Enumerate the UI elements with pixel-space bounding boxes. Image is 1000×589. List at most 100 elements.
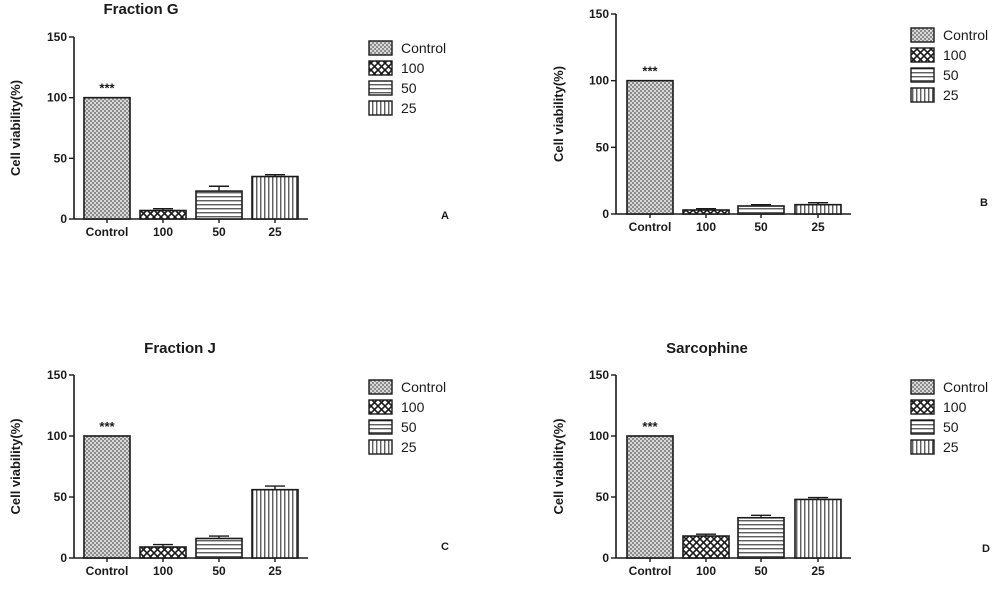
legend-swatch-50 — [368, 419, 393, 435]
legend-label: 25 — [943, 439, 959, 455]
y-tick-label: 100 — [47, 429, 67, 443]
x-tick-label: 25 — [811, 220, 825, 234]
legend-swatch-control — [368, 40, 393, 56]
legend-label: Control — [943, 379, 988, 395]
bar-control — [626, 79, 674, 215]
bar-25 — [251, 175, 299, 220]
bar-100 — [139, 209, 187, 220]
x-tick-label: 50 — [754, 220, 768, 234]
legend-label: Control — [943, 27, 988, 43]
legend-label: 50 — [943, 67, 959, 83]
bar-100 — [139, 546, 187, 559]
legend-swatch-25 — [910, 87, 935, 103]
legend-label: 50 — [401, 419, 417, 435]
legend-swatch-25 — [368, 100, 393, 116]
x-tick-label: 25 — [811, 564, 825, 578]
legend-label: 25 — [943, 87, 959, 103]
bar-25 — [251, 488, 299, 559]
legend-label: 25 — [401, 439, 417, 455]
x-tick-label: Control — [629, 564, 672, 578]
y-tick-label: 100 — [47, 91, 67, 105]
y-tick-label: 150 — [589, 7, 609, 21]
legend-label: 25 — [401, 100, 417, 116]
x-tick-label: 50 — [212, 225, 226, 239]
y-tick-label: 100 — [589, 74, 609, 88]
legend-label: 50 — [943, 419, 959, 435]
legend-swatch-50 — [368, 80, 393, 96]
bar-control — [626, 435, 674, 559]
legend-label: 100 — [401, 60, 425, 76]
bar-25 — [794, 203, 842, 215]
legend-swatch-100 — [910, 47, 935, 63]
y-axis-label: Cell viability(%) — [8, 418, 23, 514]
x-tick-label: 100 — [153, 225, 173, 239]
panel-letter: D — [982, 543, 990, 555]
legend-swatch-25 — [368, 439, 393, 455]
x-tick-label: 25 — [268, 564, 282, 578]
y-tick-label: 50 — [54, 490, 68, 504]
bar-50 — [737, 205, 785, 215]
y-tick-label: 150 — [47, 368, 67, 382]
y-tick-label: 0 — [60, 551, 67, 565]
legend-swatch-control — [368, 379, 393, 395]
x-tick-label: Control — [86, 564, 129, 578]
panel-letter: A — [441, 210, 449, 222]
legend-label: 100 — [401, 399, 425, 415]
bar-25 — [794, 498, 842, 559]
y-tick-label: 0 — [60, 212, 67, 226]
y-tick-label: 50 — [54, 151, 68, 165]
significance-marker: *** — [642, 64, 658, 79]
legend-swatch-50 — [910, 419, 935, 435]
x-tick-label: 100 — [696, 220, 716, 234]
legend-label: 100 — [943, 47, 967, 63]
bar-50 — [195, 537, 243, 559]
bar-100 — [682, 535, 730, 559]
legend-label: Control — [401, 379, 446, 395]
x-tick-label: Control — [629, 220, 672, 234]
significance-marker: *** — [99, 81, 115, 96]
bar-50 — [195, 190, 243, 220]
y-tick-label: 0 — [602, 551, 609, 565]
chart-title: Fraction G — [103, 1, 178, 18]
legend-label: Control — [401, 40, 446, 56]
panel-b: Cell viability(%) 0 50 100 150 Control 100 50 25… — [551, 7, 988, 234]
y-tick-label: 150 — [47, 30, 67, 44]
y-tick-label: 150 — [589, 368, 609, 382]
legend-swatch-control — [910, 379, 935, 395]
panel-letter: C — [441, 541, 449, 553]
panel-d: Sarcophine Cell viability(%) 0 50 100 150 Cont… — [551, 340, 990, 578]
legend-swatch-control — [910, 27, 935, 43]
y-tick-label: 50 — [596, 490, 610, 504]
chart-title: Fraction J — [144, 340, 216, 357]
legend-swatch-100 — [368, 399, 393, 415]
significance-marker: *** — [642, 419, 658, 434]
x-tick-label: 100 — [153, 564, 173, 578]
legend-swatch-100 — [910, 399, 935, 415]
y-tick-label: 50 — [596, 140, 610, 154]
y-axis-label: Cell viability(%) — [551, 418, 566, 514]
chart-title: Sarcophine — [666, 340, 748, 357]
y-axis-label: Cell viability(%) — [8, 80, 23, 176]
panel-a: Fraction G Cell viability(%) 0 50 100 150 Cont… — [8, 1, 449, 239]
panel-c: Fraction J Cell viability(%) 0 50 100 150 Cont… — [8, 340, 449, 578]
x-tick-label: 100 — [696, 564, 716, 578]
legend-label: 100 — [943, 399, 967, 415]
bar-control — [83, 435, 131, 559]
x-tick-label: 25 — [268, 225, 282, 239]
legend-swatch-25 — [910, 439, 935, 455]
x-tick-label: 50 — [212, 564, 226, 578]
legend-swatch-50 — [910, 67, 935, 83]
significance-marker: *** — [99, 419, 115, 434]
y-axis-label: Cell viability(%) — [551, 66, 566, 162]
panel-letter: B — [980, 197, 988, 209]
bar-50 — [737, 516, 785, 559]
x-tick-label: Control — [86, 225, 129, 239]
x-tick-label: 50 — [754, 564, 768, 578]
legend-label: 50 — [401, 80, 417, 96]
bar-control — [83, 96, 131, 220]
y-tick-label: 0 — [602, 207, 609, 221]
bar-100 — [682, 209, 730, 215]
y-tick-label: 100 — [589, 429, 609, 443]
legend-swatch-100 — [368, 60, 393, 76]
